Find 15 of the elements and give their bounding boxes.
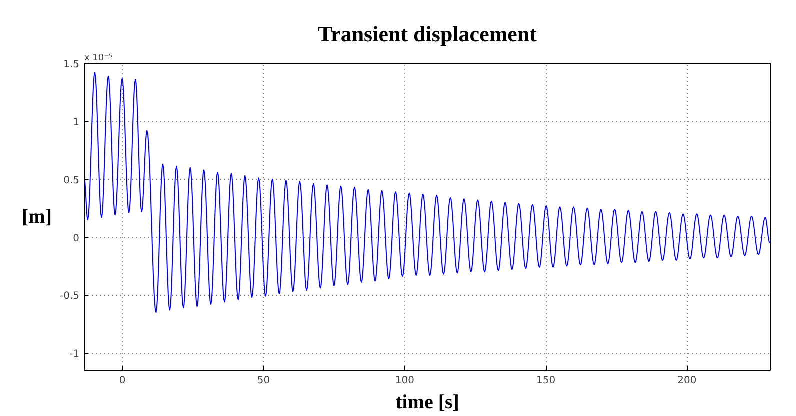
y-tick-label: 0 [73, 233, 80, 244]
y-tick-label: 0.5 [64, 175, 80, 186]
x-tick-label: 150 [536, 376, 556, 386]
y-tick-label: 1.5 [64, 60, 80, 70]
annotation: x 10⁻⁵ [84, 54, 113, 64]
y-tick-label: -0.5 [60, 291, 80, 302]
y-tick-label: 1 [73, 117, 80, 128]
chart-title: Transient displacement [318, 22, 538, 46]
y-axis-title: [m] [22, 206, 52, 228]
x-tick-label: 50 [257, 376, 270, 386]
x-axis-title: time [s] [396, 392, 460, 414]
y-tick-label: -1 [70, 349, 80, 360]
x-tick-label: 0 [119, 376, 126, 386]
x-tick-label: 100 [395, 376, 414, 386]
x-tick-label: 200 [678, 376, 697, 386]
